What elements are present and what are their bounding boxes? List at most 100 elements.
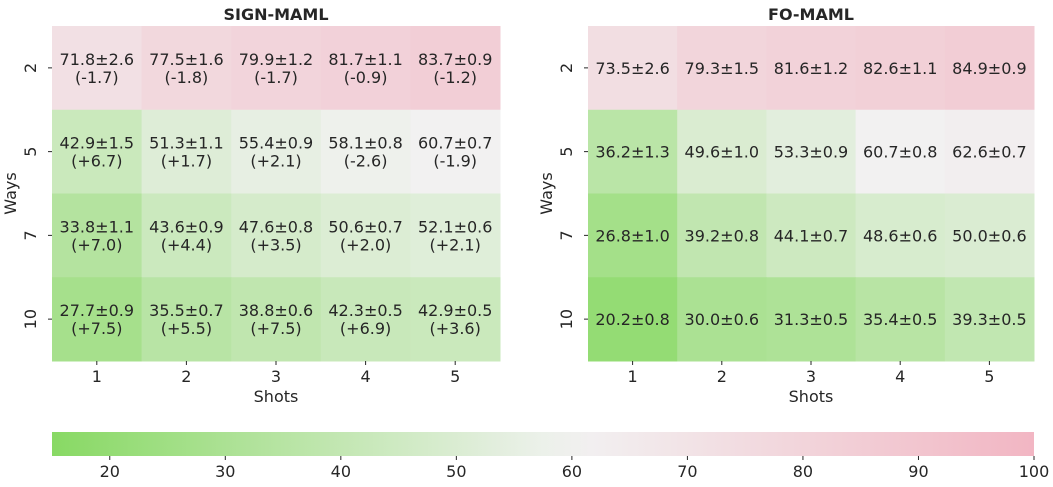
cell-value-label: 35.4±0.5 [863, 310, 937, 329]
chart-title: FO-MAML [768, 5, 854, 24]
cell-value-label: 50.0±0.6 [952, 226, 1026, 245]
colorbar-tick-label: 30 [215, 462, 235, 481]
heatmap-cell [410, 26, 501, 111]
cell-delta-label: (-0.9) [344, 68, 388, 87]
heatmap-cell [52, 109, 143, 194]
colorbar-tick-label: 70 [677, 462, 697, 481]
heatmap-cell [320, 277, 411, 362]
heatmap-cell [677, 193, 767, 278]
cell-delta-label: (+5.5) [161, 319, 212, 338]
x-tick-label: 2 [717, 367, 727, 386]
cell-value-label: 39.3±0.5 [952, 310, 1026, 329]
colorbar-gradient [52, 432, 1034, 456]
heatmap-cell [141, 109, 232, 194]
cell-value-label: 60.7±0.8 [863, 143, 937, 162]
cell-delta-label: (+7.5) [250, 319, 301, 338]
colorbar-tick-label: 80 [793, 462, 813, 481]
chart-title: SIGN-MAML [223, 5, 328, 24]
heatmap-cell [231, 193, 322, 278]
x-tick-label: 5 [984, 367, 994, 386]
x-tick-label: 4 [895, 367, 905, 386]
heatmap-cell [766, 277, 857, 362]
heatmap-cell [141, 193, 232, 278]
heatmap-cell [855, 109, 946, 194]
cell-value-label: 58.1±0.8 [328, 134, 402, 153]
cell-delta-label: (+2.1) [430, 235, 481, 254]
x-axis-label: Shots [789, 387, 834, 406]
colorbar-tick-label: 100 [1019, 462, 1050, 481]
cell-delta-label: (-1.7) [75, 68, 119, 87]
y-tick-label: 7 [21, 230, 40, 240]
cell-value-label: 36.2±1.3 [595, 143, 669, 162]
cell-value-label: 42.9±0.5 [418, 301, 492, 320]
y-tick-label: 5 [557, 147, 576, 157]
cell-value-label: 71.8±2.6 [60, 50, 134, 69]
heatmap-cell [944, 193, 1035, 278]
heatmap-cell [52, 277, 143, 362]
x-axis-label: Shots [254, 387, 299, 406]
cell-value-label: 42.3±0.5 [328, 301, 402, 320]
heatmap-cell [410, 193, 501, 278]
heatmap-cell [588, 277, 678, 362]
cell-delta-label: (+2.1) [250, 152, 301, 171]
cell-value-label: 83.7±0.9 [418, 50, 492, 69]
heatmap-cell [320, 109, 411, 194]
cell-value-label: 53.3±0.9 [774, 143, 848, 162]
x-tick-label: 4 [361, 367, 371, 386]
cell-value-label: 33.8±1.1 [60, 217, 134, 236]
x-tick-label: 1 [92, 367, 102, 386]
x-tick-label: 3 [806, 367, 816, 386]
y-axis-label: Ways [537, 172, 556, 214]
heatmap-cell [766, 26, 857, 111]
cell-value-label: 35.5±0.7 [149, 301, 223, 320]
heatmap-cell [766, 193, 857, 278]
y-tick-label: 2 [557, 63, 576, 73]
colorbar-tick-label: 90 [908, 462, 928, 481]
heatmap-cell [410, 277, 501, 362]
heatmap-cell [141, 26, 232, 111]
cell-value-label: 77.5±1.6 [149, 50, 223, 69]
heatmap-cell [588, 193, 678, 278]
cell-delta-label: (+6.9) [340, 319, 391, 338]
colorbar-tick-label: 60 [562, 462, 582, 481]
heatmap-cell [944, 26, 1035, 111]
heatmap-cell [320, 26, 411, 111]
heatmap-cell [677, 277, 767, 362]
heatmap-cell [231, 109, 322, 194]
cell-value-label: 31.3±0.5 [774, 310, 848, 329]
cell-value-label: 60.7±0.7 [418, 134, 492, 153]
heatmap-cell [410, 109, 501, 194]
cell-value-label: 62.6±0.7 [952, 143, 1026, 162]
cell-delta-label: (+7.5) [71, 319, 122, 338]
cell-delta-label: (+3.5) [250, 235, 301, 254]
y-tick-label: 10 [21, 309, 40, 329]
cell-value-label: 47.6±0.8 [239, 217, 313, 236]
cell-delta-label: (+7.0) [71, 235, 122, 254]
cell-delta-label: (+2.0) [340, 235, 391, 254]
x-tick-label: 5 [450, 367, 460, 386]
cell-value-label: 82.6±1.1 [863, 59, 937, 78]
cell-value-label: 50.6±0.7 [328, 217, 402, 236]
cell-delta-label: (-1.2) [433, 68, 477, 87]
cell-value-label: 49.6±1.0 [685, 143, 759, 162]
y-tick-label: 2 [21, 63, 40, 73]
heatmap-cell [855, 193, 946, 278]
cell-value-label: 30.0±0.6 [685, 310, 759, 329]
heatmap-cell [320, 193, 411, 278]
cell-delta-label: (+1.7) [161, 152, 212, 171]
x-tick-label: 3 [271, 367, 281, 386]
cell-delta-label: (+4.4) [161, 235, 212, 254]
cell-value-label: 73.5±2.6 [595, 59, 669, 78]
cell-value-label: 51.3±1.1 [149, 134, 223, 153]
heatmap-cell [944, 109, 1035, 194]
x-tick-label: 2 [181, 367, 191, 386]
heatmap-cell [52, 193, 143, 278]
sign-maml-heatmap: SIGN-MAML71.8±2.6(-1.7)77.5±1.6(-1.8)79.… [1, 5, 501, 406]
cell-value-label: 79.9±1.2 [239, 50, 313, 69]
cell-value-label: 81.7±1.1 [328, 50, 402, 69]
cell-value-label: 42.9±1.5 [60, 134, 134, 153]
cell-delta-label: (+3.6) [430, 319, 481, 338]
heatmap-cell [855, 26, 946, 111]
colorbar: 20 30 40 50 60 70 80 90 100 [52, 432, 1049, 481]
